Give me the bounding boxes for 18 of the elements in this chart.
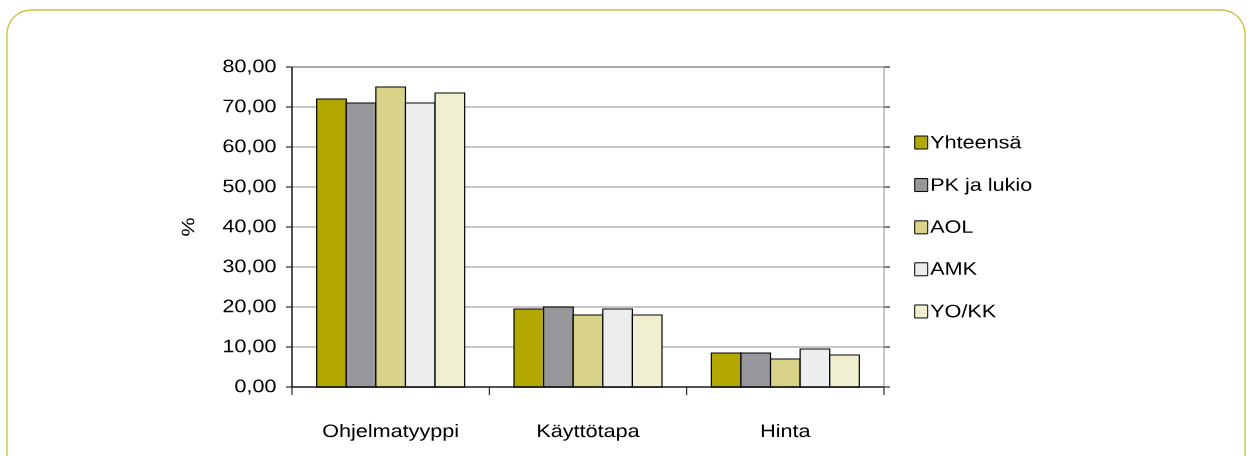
y-tick-label: 40,00 — [222, 219, 276, 235]
y-tick-label: 50,00 — [223, 179, 276, 195]
x-tick-label: Ohjelmatyyppi — [323, 423, 458, 441]
legend-label: YO/KK — [930, 304, 996, 318]
x-tick-label: Käyttötapa — [538, 424, 640, 441]
x-tick-label: Hinta — [761, 423, 811, 438]
legend-label: AOL — [930, 220, 973, 234]
y-tick-label: 10,00 — [224, 339, 276, 355]
legend-label: AMK — [930, 262, 977, 275]
y-axis-title: % — [181, 218, 195, 236]
legend-label: PK ja lukio — [931, 177, 1032, 195]
y-tick-label: 80,00 — [223, 59, 276, 75]
legend-label: Yhteensä — [930, 135, 1022, 149]
y-tick-label: 20,00 — [223, 299, 276, 315]
y-tick-label: 30,00 — [223, 259, 276, 275]
y-tick-label: 70,00 — [223, 99, 276, 115]
y-tick-label: 60,00 — [223, 139, 276, 155]
y-tick-label: 0,00 — [235, 379, 276, 395]
